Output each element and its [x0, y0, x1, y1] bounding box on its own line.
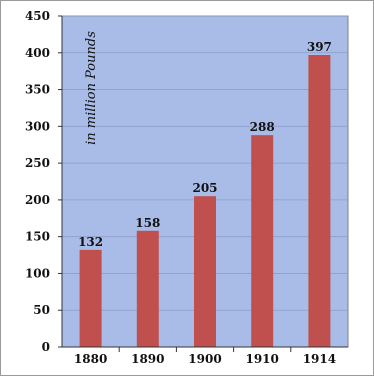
y-tick-label: 350 [25, 83, 50, 97]
bar-1900 [194, 196, 216, 347]
y-axis-title: in million Pounds [84, 31, 99, 145]
y-tick-label: 250 [25, 156, 50, 170]
x-tick-label-1914: 1914 [303, 352, 336, 366]
y-tick-label: 0 [42, 340, 50, 354]
x-tick-label-1900: 1900 [188, 352, 221, 366]
x-axis-ticks: 1880 1890 1900 1910 1914 [74, 347, 336, 366]
data-label-1910: 288 [250, 120, 275, 134]
y-axis-ticks: 0 50 100 150 200 250 300 350 400 450 [25, 9, 62, 354]
y-tick-label: 50 [33, 303, 50, 317]
y-tick-label: 400 [25, 46, 50, 60]
data-label-1890: 158 [135, 216, 160, 230]
y-tick-label: 200 [25, 193, 50, 207]
data-label-1880: 132 [78, 235, 103, 249]
data-label-1900: 205 [192, 181, 217, 195]
bar-1914 [308, 54, 331, 348]
x-tick-label-1910: 1910 [245, 352, 278, 366]
data-label-1914: 397 [307, 40, 332, 54]
data-labels: 132 158 205 288 397 [78, 40, 332, 249]
y-tick-label: 450 [25, 9, 50, 23]
y-tick-label: 300 [25, 119, 50, 133]
y-tick-label: 150 [25, 230, 50, 244]
bar-1910 [251, 135, 274, 347]
bar-1880 [79, 249, 102, 347]
y-tick-label: 100 [25, 266, 50, 280]
x-tick-label-1890: 1890 [131, 352, 164, 366]
bar-1890 [136, 230, 159, 347]
bars [79, 54, 331, 348]
x-tick-label-1880: 1880 [74, 352, 107, 366]
